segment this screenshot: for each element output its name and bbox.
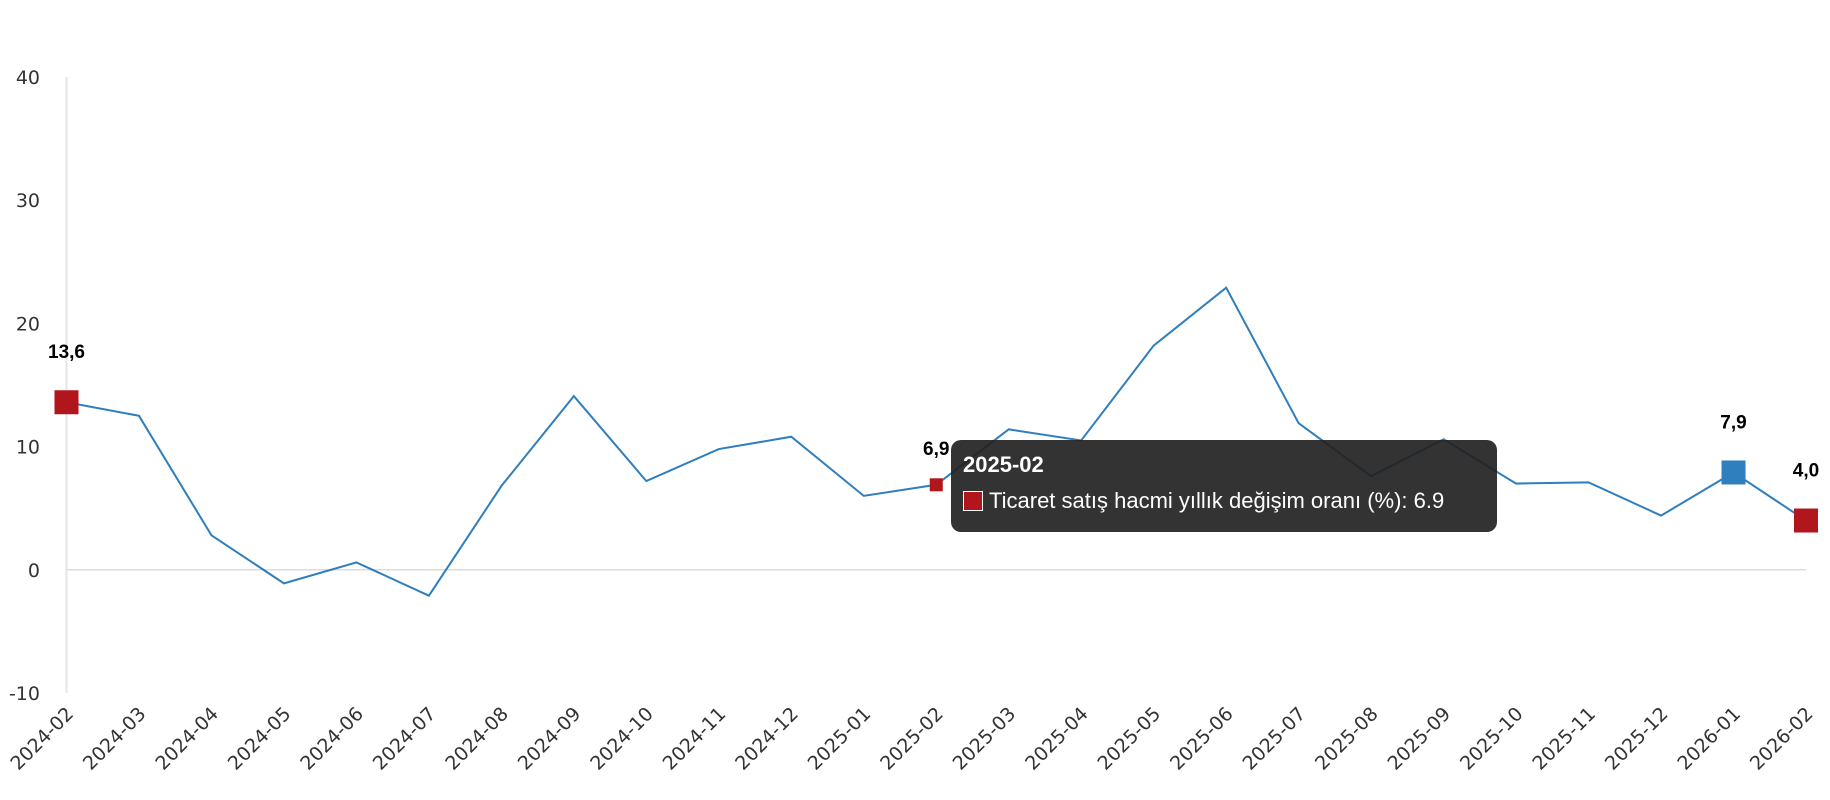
series-swatch [963,491,983,511]
x-tick-label: 2025-03 [949,703,1021,775]
x-tick-label: 2025-05 [1094,703,1166,775]
x-tick-label: 2024-08 [441,703,513,775]
y-tick-label: 0 [28,560,40,582]
x-tick-label: 2024-09 [514,703,586,775]
y-tick-label: 30 [16,190,40,212]
x-tick-label: 2025-07 [1238,703,1310,775]
data-point-marker [54,390,79,415]
x-tick-label: 2025-06 [1166,703,1238,775]
data-label: 7,9 [1720,412,1746,433]
x-tick-label: 2024-03 [79,703,151,775]
x-tick-label: 2024-07 [369,703,441,775]
tooltip-text: Ticaret satış hacmi yıllık değişim oranı… [989,488,1445,513]
x-tick-label: 2026-02 [1746,703,1818,775]
data-point-marker [1794,508,1818,533]
y-tick-label: -10 [9,683,40,705]
x-tick-label: 2025-09 [1383,703,1455,775]
x-tick-label: 2024-10 [586,703,658,775]
x-tick-label: 2024-05 [224,703,296,775]
x-tick-label: 2024-11 [659,703,731,775]
y-tick-label: 10 [16,437,40,459]
x-tick-label: 2024-02 [6,703,78,775]
x-tick-label: 2025-10 [1456,703,1528,775]
y-tick-label: 20 [16,313,40,335]
data-point-marker [929,478,943,492]
y-tick-label: 40 [16,67,40,89]
data-label: 13,6 [48,342,85,363]
tooltip-title: 2025-02 [963,452,1044,477]
x-tick-label: 2025-12 [1601,703,1673,775]
x-tick-label: 2024-06 [296,703,368,775]
x-tick-label: 2025-08 [1311,703,1383,775]
x-tick-label: 2025-04 [1021,703,1093,775]
x-tick-label: 2025-11 [1528,703,1600,775]
data-label: 4,0 [1793,461,1819,482]
tooltip: 2025-02 Ticaret satış hacmi yıllık değiş… [951,440,1497,532]
x-tick-label: 2026-01 [1673,703,1745,775]
x-tick-label: 2024-12 [731,703,803,775]
data-label: 6,9 [923,439,949,460]
data-point-marker [1721,460,1746,485]
x-tick-label: 2025-02 [876,703,948,775]
x-tick-label: 2024-04 [151,703,223,775]
x-tick-label: 2025-01 [804,703,876,775]
